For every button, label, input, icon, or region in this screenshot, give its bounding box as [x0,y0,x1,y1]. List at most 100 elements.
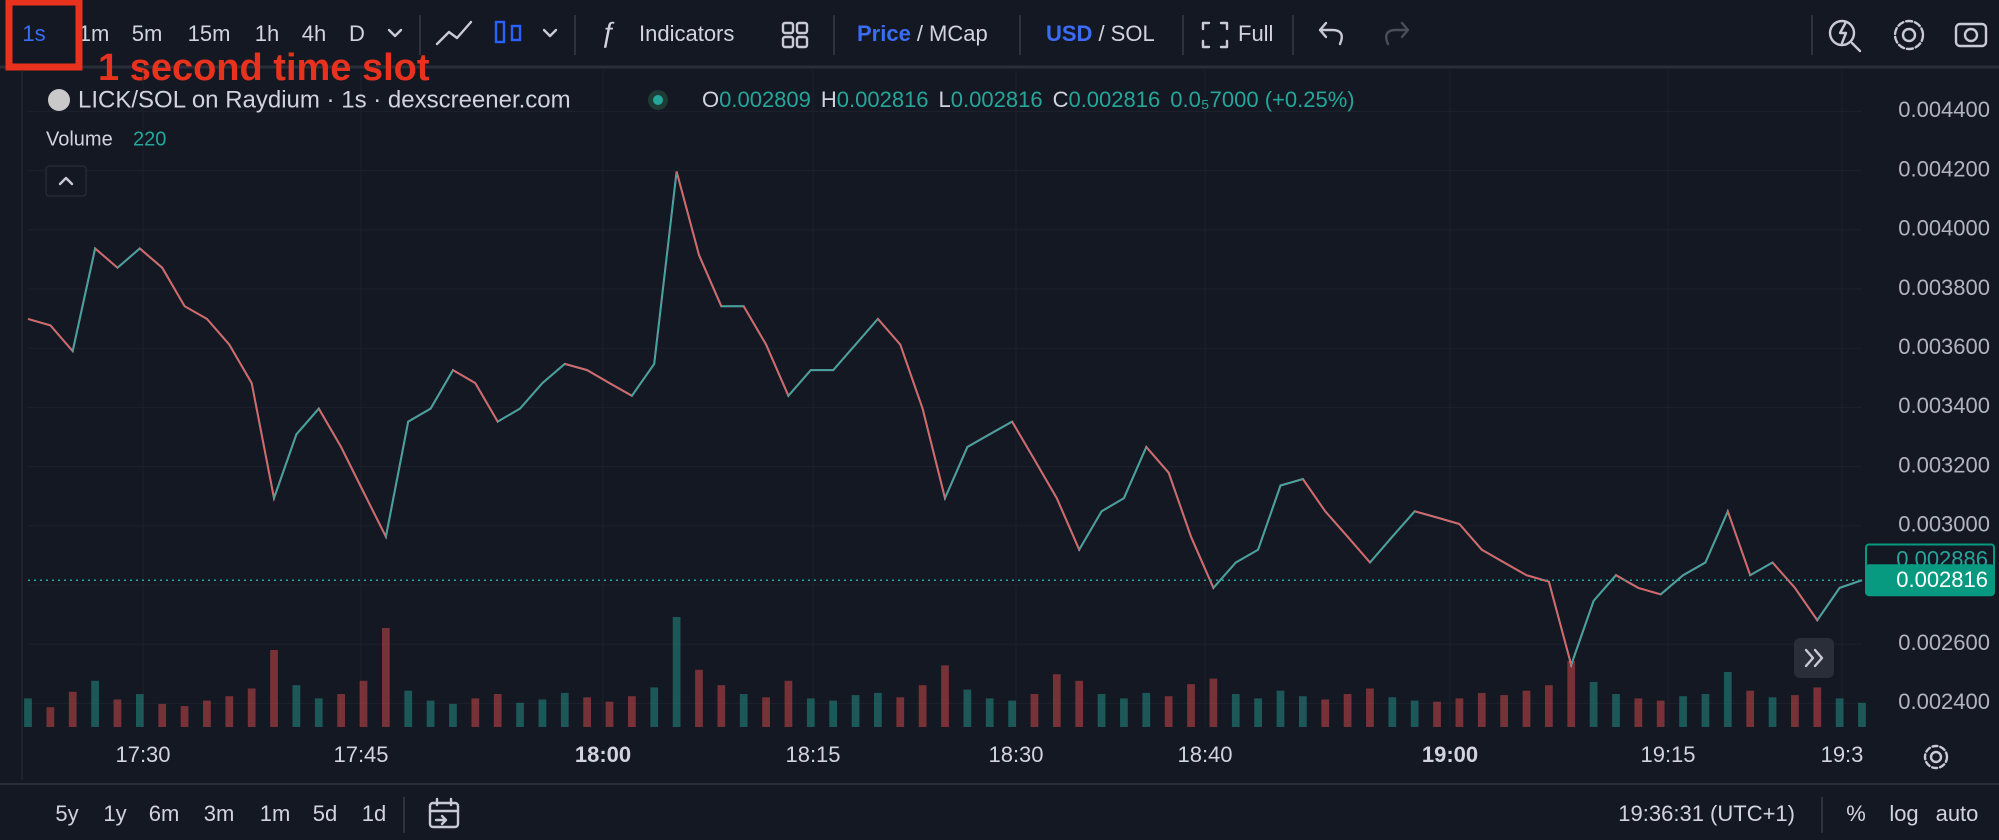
price-option[interactable]: Price [857,21,911,46]
screenshot-icon[interactable] [1954,22,1988,48]
volume-bar [1298,696,1307,727]
volume-bar [135,694,144,727]
annotation: 1 second time slot [98,47,430,89]
x-tick-label: 18:30 [988,742,1043,767]
grid [28,70,1862,727]
sol-option[interactable]: / SOL [1098,21,1154,46]
volume-bar [24,698,32,727]
volume-bar [1768,697,1777,727]
price-label: 0.002816 [1896,567,1988,592]
volume-bar [113,699,122,727]
price-segment [899,344,924,409]
usd-option[interactable]: USD [1046,21,1092,46]
interval-button[interactable]: 1h [255,21,279,46]
volume-bar [1813,687,1822,727]
volume-bar [896,697,905,727]
range-button[interactable]: 1y [103,801,126,826]
range-button[interactable]: 1d [362,801,386,826]
price-segment [1638,587,1661,596]
y-tick-label: 0.003000 [1898,512,1990,537]
currency-toggle[interactable]: USD / SOL [1046,21,1155,46]
ohlc: O0.002809 H0.002816 L0.002816 C0.002816 0.0₅… [702,87,1355,112]
percent-toggle[interactable]: % [1846,801,1866,826]
price-segment [295,408,320,435]
range-group: 5y 1y 6m 3m 1m 5d 1d [55,801,386,826]
mcap-option[interactable]: / MCap [917,21,988,46]
volume-bar [1835,698,1844,727]
clock[interactable]: 19:36:31 (UTC+1) [1618,801,1795,826]
alert-icon[interactable] [1828,19,1862,53]
volume-bar [605,701,614,727]
redo-button[interactable] [1385,21,1410,46]
volume-bar [1791,695,1799,727]
volume-bar [314,698,323,727]
price-segment [94,247,118,269]
interval-dropdown[interactable] [387,28,403,38]
range-button[interactable]: 5d [313,801,337,826]
price-segment [250,382,275,499]
interval-button[interactable]: 1m [79,21,110,46]
interval-button[interactable]: D [349,21,365,46]
settings-icon[interactable] [1893,19,1925,51]
price-segment [1101,497,1125,512]
highlight-box [5,0,83,71]
price-label-box [1865,564,1995,597]
volume-bar [874,692,882,727]
auto-toggle[interactable]: auto [1936,801,1979,826]
undo-button[interactable] [1318,21,1343,46]
range-button[interactable]: 5y [55,801,78,826]
volume-bar [628,696,636,727]
volume-bar [1858,702,1866,727]
price-segment [877,318,901,346]
axis-settings[interactable] [1923,744,1949,770]
volume-bar [851,695,860,727]
volume-bar [918,685,927,727]
price-segment [407,407,431,423]
interval-button[interactable]: 4h [302,21,326,46]
price-segment [1749,561,1773,576]
interval-button[interactable]: 1s [22,21,45,46]
price-segment [1369,536,1393,563]
price-segment [1346,536,1371,563]
line-chart-icon[interactable] [435,20,473,46]
price-segment [966,433,991,448]
price-segment [832,344,857,371]
volume-bar [404,690,413,727]
price-segment [1414,510,1438,519]
price-segment [1212,561,1237,589]
y-tick-label: 0.004200 [1898,156,1990,181]
price-segment [1727,510,1751,576]
plot [27,171,1863,669]
volume-bar [426,700,435,727]
interval-button[interactable]: 5m [132,21,163,46]
price-segment [989,420,1013,436]
volume-bar [1164,696,1173,727]
volume-bar [1321,699,1330,727]
indicators-button[interactable]: Indicators [639,21,734,46]
price-segment [1839,579,1863,589]
legend-title: LICK/SOL on Raydium · 1s · dexscreener.c… [78,86,571,113]
layout-icon[interactable] [781,21,809,49]
price-segment [541,363,566,384]
price-mcap-toggle[interactable]: Price / MCap [857,21,988,46]
chart-type-dropdown[interactable] [542,28,558,38]
interval-button[interactable]: 15m [188,21,231,46]
price-segment [1078,510,1103,551]
range-button[interactable]: 3m [204,801,235,826]
date-picker[interactable] [428,797,460,829]
fx-icon[interactable]: ƒ [600,16,616,47]
log-toggle[interactable]: log [1889,801,1918,826]
volume-bar [91,680,99,727]
range-button[interactable]: 1m [260,801,291,826]
price-segment [698,254,723,307]
range-button[interactable]: 6m [149,801,180,826]
fullscreen-icon[interactable] [1201,21,1229,49]
candle-icon[interactable] [494,20,522,44]
price-segment [452,369,476,384]
l-label: L [939,87,951,112]
volume-bar [1589,681,1598,727]
x-tick-label: 18:40 [1177,742,1232,767]
volume-bar [292,685,301,727]
collapse-button[interactable] [45,165,87,197]
full-button[interactable]: Full [1238,21,1273,46]
